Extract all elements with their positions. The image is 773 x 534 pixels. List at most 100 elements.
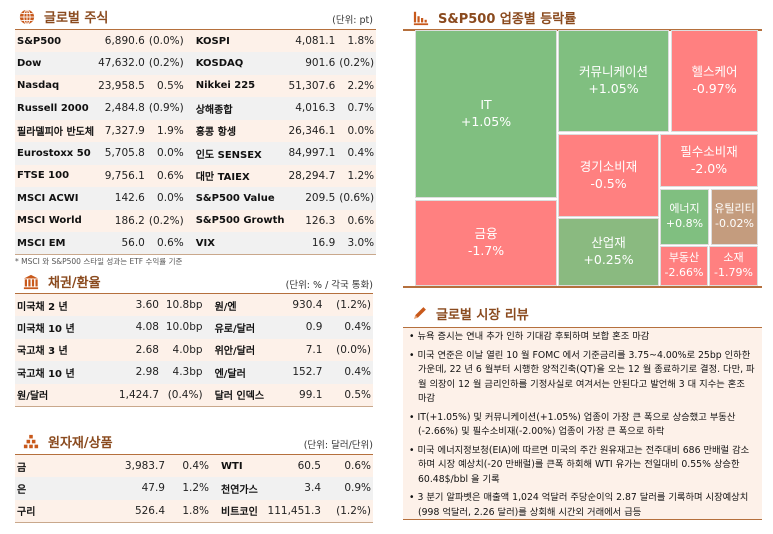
divider	[403, 29, 762, 31]
table-row: 구리 526.4 1.8% 비트코인 111,451.3 (1.2%)	[15, 499, 373, 522]
equity-section-title: 글로벌 주식	[18, 7, 108, 26]
equity-table: S&P500 6,890.6 (0.0%) KOSPI 4,081.1 1.8% Dow 47…	[15, 29, 377, 255]
cell-change: 0.4%	[337, 142, 377, 165]
cell-change: (0.2%)	[146, 209, 186, 232]
cell-name: 홍콩 항셍	[185, 119, 287, 142]
cell-value: 99.1	[266, 383, 325, 406]
divider	[403, 286, 762, 288]
cell-value: 930.4	[266, 293, 325, 316]
cell-change: 4.3bp	[161, 361, 205, 384]
sector-name: 소재	[723, 251, 744, 265]
cell-value: 60.5	[261, 454, 323, 477]
cell-change: (0.2%)	[146, 52, 186, 75]
sector-change: -0.97%	[692, 81, 737, 96]
bonds-unit: (단위: % / 각국 통화)	[285, 280, 373, 291]
cell-value: 3,983.7	[115, 454, 167, 477]
review-section-title: 글로벌 시장 리뷰	[410, 304, 529, 323]
cell-change: (0.2%)	[337, 52, 377, 75]
cell-value: 6,890.6	[96, 29, 147, 52]
section-title-text: S&P500 업종별 등락률	[438, 12, 577, 27]
cell-change: 0.9%	[323, 477, 373, 500]
commodities-section-title: 원자재/상품	[22, 432, 113, 451]
cell-value: 111,451.3	[261, 499, 323, 522]
sector-change: -0.5%	[590, 175, 627, 191]
cell-name: MSCI EM	[15, 232, 97, 255]
review-item: 3 분기 알파벳은 매출액 1,024 억달러 주당순이익 2.87 달러를 기…	[409, 491, 756, 520]
cell-name: 인도 SENSEX	[185, 142, 287, 165]
treemap-tile: IT +1.05%	[415, 30, 557, 198]
commodities-unit: (단위: 달러/단위)	[303, 440, 373, 451]
cell-name: WTI	[211, 454, 261, 477]
treemap-tile: 금융 -1.7%	[415, 200, 557, 286]
cell-name: 미국채 2 년	[15, 293, 111, 316]
treemap-tile: 커뮤니케이션 +1.05%	[558, 30, 669, 132]
cell-value: 26,346.1	[286, 119, 338, 142]
cell-name: 유로/달러	[204, 316, 267, 339]
cell-name: 금	[15, 454, 115, 477]
cell-change: 4.0bp	[161, 338, 205, 361]
cell-name: MSCI World	[15, 209, 97, 232]
cell-change: 0.6%	[323, 454, 373, 477]
cell-change: 0.5%	[146, 74, 186, 97]
cell-value: 84,997.1	[286, 142, 338, 165]
equity-footnote: * MSCI 와 S&P500 스타일 성과는 ETF 수익률 기준	[15, 257, 183, 266]
cell-value: 47,632.0	[96, 52, 147, 75]
table-row: 금 3,983.7 0.4% WTI 60.5 0.6%	[15, 454, 373, 477]
table-row: Dow 47,632.0 (0.2%) KOSDAQ 901.6 (0.2%)	[15, 52, 377, 75]
cell-value: 0.9	[266, 316, 325, 339]
treemap-tile: 필수소비재 -2.0%	[660, 134, 758, 187]
sectors-section-title: S&P500 업종별 등락률	[412, 8, 576, 27]
table-row: 미국채 10 년 4.08 10.0bp 유로/달러 0.9 0.4%	[15, 316, 373, 339]
table-row: 국고채 3 년 2.68 4.0bp 위안/달러 7.1 (0.0%)	[15, 338, 373, 361]
sector-change: +0.25%	[583, 252, 634, 267]
sector-change: +0.8%	[665, 217, 704, 230]
cell-change: 0.0%	[337, 119, 377, 142]
sector-name: 산업재	[591, 235, 626, 251]
cell-change: 10.8bp	[161, 293, 205, 316]
sector-name: 필수소비재	[680, 143, 738, 159]
cell-value: 142.6	[96, 187, 147, 210]
sector-name: IT	[480, 97, 492, 113]
table-row: MSCI EM 56.0 0.6% VIX 16.9 3.0%	[15, 232, 377, 255]
gold-bars-icon	[23, 434, 39, 448]
review-list: 뉴욕 증시는 연내 추가 인하 기대감 후퇴하며 보합 혼조 마감미국 연준은 …	[403, 327, 762, 520]
sector-change: +1.05%	[588, 81, 639, 96]
table-row: 미국채 2 년 3.60 10.8bp 원/엔 930.4 (1.2%)	[15, 293, 373, 316]
cell-change: 0.6%	[146, 232, 186, 255]
table-row: Russell 2000 2,484.8 (0.9%) 상해종합 4,016.3 0.7%	[15, 97, 377, 120]
table-row: Eurostoxx 50 5,705.8 0.0% 인도 SENSEX 84,997.1…	[15, 142, 377, 165]
cell-name: 원/달러	[15, 383, 111, 406]
review-item: 미국 에너지정보청(EIA)에 따르면 미국의 주간 원유재고는 전주대비 68…	[409, 444, 756, 488]
table-row: 은 47.9 1.2% 천연가스 3.4 0.9%	[15, 477, 373, 500]
cell-name: MSCI ACWI	[15, 187, 97, 210]
cell-change: 1.2%	[337, 164, 377, 187]
cell-value: 7,327.9	[96, 119, 147, 142]
sector-name: 부동산	[668, 251, 700, 265]
treemap-tile: 부동산 -2.66%	[660, 246, 708, 286]
cell-name: Dow	[15, 52, 97, 75]
cell-change: 0.6%	[146, 164, 186, 187]
table-row: MSCI ACWI 142.6 0.0% S&P500 Value 209.5 (0.6%…	[15, 187, 377, 210]
cell-change: 1.9%	[146, 119, 186, 142]
cell-change: 1.8%	[167, 499, 211, 522]
cell-value: 7.1	[266, 338, 325, 361]
sector-treemap: IT +1.05% 금융 -1.7% 커뮤니케이션 +1.05% 헬스케어 -0.97% 경기소…	[414, 29, 758, 286]
cell-value: 4,016.3	[286, 97, 338, 120]
review-item: 뉴욕 증시는 연내 추가 인하 기대감 후퇴하며 보합 혼조 마감	[409, 330, 756, 345]
cell-change: 1.8%	[337, 29, 377, 52]
commodities-table: 금 3,983.7 0.4% WTI 60.5 0.6% 은 47.9 1.2% 천연가스 3.4 0…	[15, 454, 373, 523]
cell-value: 2.98	[110, 361, 161, 384]
cell-value: 4.08	[110, 316, 161, 339]
review-item: 미국 연준은 이날 열린 10 월 FOMC 에서 기준금리를 3.75~4.0…	[409, 349, 756, 407]
table-row: 원/달러 1,424.7 (0.4%) 달러 인덱스 99.1 0.5%	[15, 383, 373, 406]
cell-name: 위안/달러	[204, 338, 267, 361]
sector-change: -1.7%	[467, 243, 505, 258]
sector-name: 커뮤니케이션	[578, 64, 648, 80]
cell-change: 0.7%	[337, 97, 377, 120]
cell-value: 1,424.7	[110, 383, 161, 406]
sector-name: 유틸리티	[714, 202, 755, 216]
cell-value: 2.68	[110, 338, 161, 361]
cell-change: (0.0%)	[146, 29, 186, 52]
sector-change: -1.79%	[714, 266, 753, 279]
